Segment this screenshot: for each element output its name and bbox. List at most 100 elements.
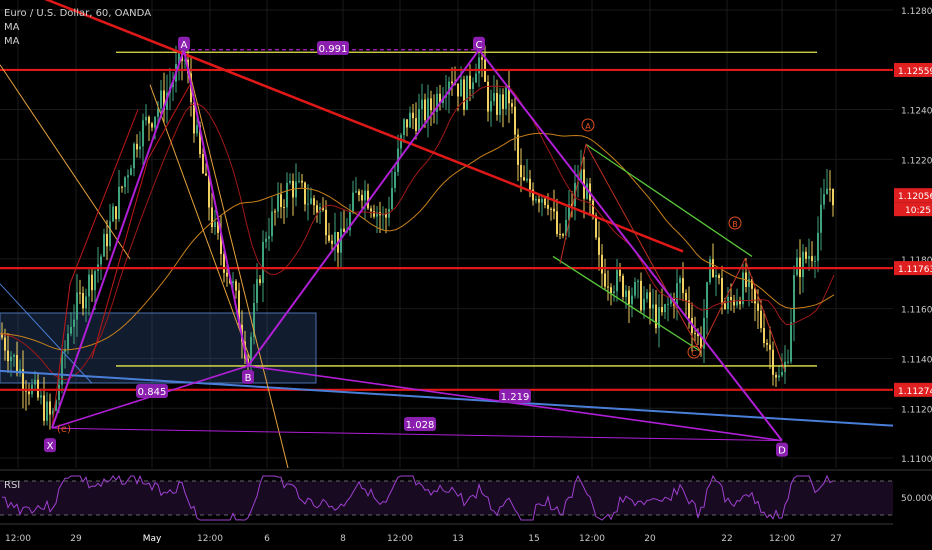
candle-body [94, 271, 96, 291]
candle-body [409, 112, 411, 128]
trendline-support [0, 369, 894, 427]
candle-body [67, 333, 69, 349]
candle-body [184, 59, 186, 62]
ma-indicator-label[interactable]: MA [4, 22, 20, 33]
candle-body [349, 211, 351, 231]
time-tick-label: 13 [452, 534, 463, 544]
time-tick-label: May [143, 534, 162, 544]
harmonic-point-marker [776, 442, 788, 457]
candle-body [571, 204, 573, 206]
candle-body [829, 188, 831, 190]
candle-body [109, 221, 111, 247]
candle-body [223, 254, 225, 273]
harmonic-point-label: X [47, 441, 54, 452]
candle-body [277, 194, 279, 212]
candle-body [415, 118, 417, 131]
candle-body [553, 208, 555, 212]
candle-body [769, 344, 771, 350]
candle-body [256, 279, 258, 303]
price-tick-label: 1.1100 [901, 455, 932, 465]
candle-body [310, 198, 312, 204]
candle-body [808, 256, 810, 259]
candle-body [463, 79, 465, 110]
candle-body [811, 256, 813, 261]
ma-line [0, 132, 835, 351]
ma-indicator-label[interactable]: MA [4, 36, 20, 47]
candle-body [730, 296, 732, 300]
candle-body [238, 290, 240, 325]
candle-body [172, 81, 174, 88]
rsi-label[interactable]: RSI [4, 480, 21, 491]
candle-body [607, 286, 609, 288]
candle-body [640, 280, 642, 311]
candle-body [49, 401, 51, 415]
candle-body [619, 269, 621, 276]
candle-body [592, 200, 594, 216]
candle-body [205, 173, 207, 176]
price-tick-label: 1.1140 [901, 355, 932, 365]
ratio-badge [317, 41, 349, 55]
candle-body [664, 304, 666, 313]
rsi-line [1, 474, 834, 521]
candle-body [511, 103, 513, 107]
price-tick-label: 1.1120 [901, 405, 932, 415]
candle-body [493, 93, 495, 102]
harmonic-point-marker [44, 438, 56, 453]
candle-body [595, 215, 597, 238]
candle-body [373, 211, 375, 217]
candle-body [250, 336, 252, 364]
candle-body [535, 199, 537, 201]
candle-body [715, 275, 717, 278]
candle-body [352, 192, 354, 212]
harmonic-point-marker [242, 369, 254, 384]
candle-body [469, 75, 471, 89]
candle-body [814, 260, 816, 262]
candle-body [88, 274, 90, 297]
candle-body [538, 199, 540, 203]
candle-body [751, 279, 753, 289]
harmonic-point-label: D [778, 446, 786, 457]
candle-body [499, 94, 501, 115]
candle-body [568, 204, 570, 220]
candle-body [694, 333, 696, 335]
candle-body [283, 207, 285, 209]
candle-body [322, 207, 324, 210]
candle-body [541, 198, 543, 203]
candle-body [529, 178, 531, 190]
candle-body [394, 171, 396, 188]
candle-body [355, 191, 357, 193]
channel-line [552, 255, 701, 352]
candle-body [253, 302, 255, 337]
candle-body [823, 194, 825, 205]
wave-line [51, 109, 139, 429]
fib-line [0, 64, 131, 260]
ratio-label: 0.991 [319, 44, 348, 55]
candle-body [214, 221, 216, 228]
time-tick-label: 15 [528, 534, 539, 544]
candle-body [124, 177, 126, 188]
candle-body [325, 209, 327, 236]
candle-body [802, 251, 804, 277]
candle-body [151, 123, 153, 128]
candle-body [505, 86, 507, 109]
candle-body [289, 180, 291, 183]
candle-body [742, 272, 744, 305]
ratio-label: 1.028 [406, 420, 435, 431]
price-tag-label: 1.12559 [898, 67, 932, 77]
candle-body [604, 273, 606, 287]
candle-body [562, 234, 564, 236]
candle-body [112, 206, 114, 222]
candle-body [271, 211, 273, 237]
candle-body [232, 281, 234, 283]
candle-body [262, 241, 264, 283]
candle-body [316, 205, 318, 213]
candle-body [736, 301, 738, 306]
candle-body [13, 355, 15, 357]
time-tick-label: 12:00 [197, 534, 223, 544]
candle-body [127, 175, 129, 178]
candle-body [700, 336, 702, 349]
candle-body [766, 342, 768, 345]
candle-body [55, 400, 57, 411]
